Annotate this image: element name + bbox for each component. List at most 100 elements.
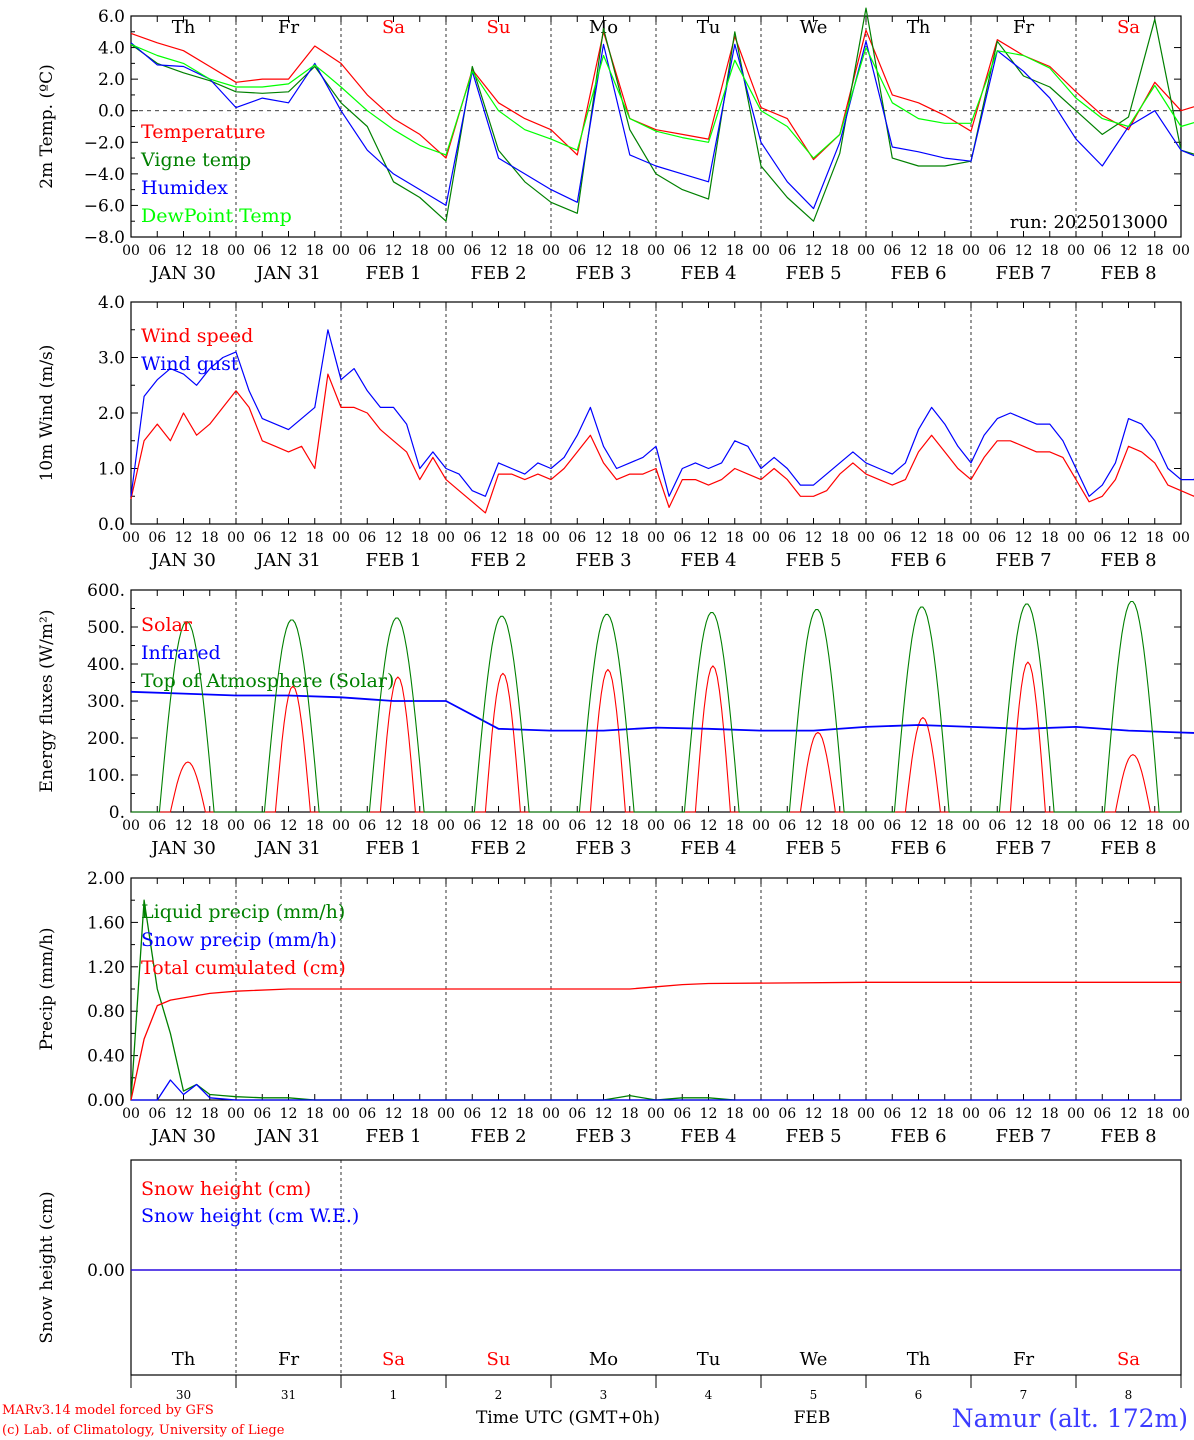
x-tick-label: 00 xyxy=(542,1106,560,1122)
x-tick-label: 06 xyxy=(148,243,166,259)
x-tick-label: 06 xyxy=(1093,243,1111,259)
x-tick-label: 18 xyxy=(516,1106,534,1122)
date-label: FEB 8 xyxy=(1100,263,1156,284)
y-tick-label: 400. xyxy=(87,655,125,675)
date-label: FEB 2 xyxy=(470,263,526,284)
date-label: JAN 30 xyxy=(149,550,216,571)
date-label: FEB 4 xyxy=(680,1126,736,1147)
date-label: FEB 2 xyxy=(470,1126,526,1147)
x-tick-label: 18 xyxy=(201,530,219,546)
x-tick-label: 12 xyxy=(280,818,298,834)
y-tick-label: −8.0 xyxy=(84,228,125,248)
x-tick-label: 00 xyxy=(332,243,350,259)
date-label: FEB 3 xyxy=(575,263,631,284)
day-name-label: Su xyxy=(487,1349,511,1370)
day-number-label: 4 xyxy=(705,1388,713,1402)
day-name-label: Th xyxy=(172,1349,196,1370)
day-name-label: We xyxy=(800,17,828,38)
x-tick-label: 18 xyxy=(201,1106,219,1122)
x-tick-label: 12 xyxy=(910,818,928,834)
x-tick-label: 00 xyxy=(857,818,875,834)
snow-height-panel: 0.00 Snow height (cm) Snow height (cm) Snow… xyxy=(37,1159,1182,1402)
x-tick-label: 12 xyxy=(280,530,298,546)
date-label: FEB 1 xyxy=(365,263,421,284)
x-tick-label: 12 xyxy=(910,530,928,546)
run-label: run: 2025013000 xyxy=(1010,212,1168,233)
legend-entry: Top of Atmosphere (Solar) xyxy=(141,670,394,692)
legend-entry: Solar xyxy=(141,614,193,636)
x-tick-label: 12 xyxy=(385,1106,403,1122)
day-name-label: Tu xyxy=(697,1349,721,1370)
x-tick-label: 18 xyxy=(411,243,429,259)
x-tick-label: 06 xyxy=(883,818,901,834)
x-tick-label: 06 xyxy=(148,530,166,546)
day-name-label: Fr xyxy=(1013,17,1034,38)
x-tick-label: 06 xyxy=(463,243,481,259)
x-tick-label: 12 xyxy=(595,530,613,546)
date-label: FEB 6 xyxy=(890,1126,946,1147)
date-label: JAN 31 xyxy=(254,1126,321,1147)
x-tick-label: 12 xyxy=(280,1106,298,1122)
x-tick-label: 18 xyxy=(1146,1106,1164,1122)
day-name-label: Mo xyxy=(589,17,618,38)
x-tick-label: 00 xyxy=(1172,818,1190,834)
day-name-label: Th xyxy=(172,17,196,38)
x-tick-label: 00 xyxy=(857,1106,875,1122)
series-line-wind-speed xyxy=(130,373,1194,514)
x-tick-label: 12 xyxy=(910,243,928,259)
day-number-label: 3 xyxy=(600,1388,608,1402)
month-label: FEB xyxy=(794,1408,831,1428)
y-axis-label: 2m Temp. (ºC) xyxy=(37,64,57,189)
x-tick-label: 00 xyxy=(962,243,980,259)
x-tick-label: 18 xyxy=(516,530,534,546)
x-tick-label: 06 xyxy=(1093,530,1111,546)
x-tick-label: 00 xyxy=(857,243,875,259)
y-tick-label: 0.0 xyxy=(98,515,125,535)
y-tick-label: 0. xyxy=(109,803,125,823)
x-tick-label: 00 xyxy=(122,243,140,259)
x-tick-label: 12 xyxy=(1120,243,1138,259)
x-tick-label: 00 xyxy=(437,243,455,259)
date-label: JAN 31 xyxy=(254,550,321,571)
time-axis-label: Time UTC (GMT+0h) xyxy=(476,1408,660,1428)
x-tick-label: 18 xyxy=(936,1106,954,1122)
day-name-label: Sa xyxy=(382,1349,405,1370)
date-label: FEB 7 xyxy=(995,550,1051,571)
y-tick-label: −2.0 xyxy=(84,133,125,153)
x-tick-label: 00 xyxy=(227,243,245,259)
x-tick-label: 06 xyxy=(463,1106,481,1122)
series-line-temperature xyxy=(130,29,1194,161)
date-label: FEB 7 xyxy=(995,1126,1051,1147)
x-tick-label: 18 xyxy=(726,530,744,546)
y-tick-label: 4.0 xyxy=(98,293,125,313)
y-tick-label: 2.0 xyxy=(98,70,125,90)
x-tick-label: 12 xyxy=(385,243,403,259)
day-name-label: Su xyxy=(487,17,511,38)
x-tick-label: 06 xyxy=(463,530,481,546)
x-tick-label: 12 xyxy=(175,1106,193,1122)
x-tick-label: 06 xyxy=(568,530,586,546)
x-tick-label: 18 xyxy=(1146,530,1164,546)
y-tick-label: 0.0 xyxy=(98,102,125,122)
day-name-label: Th xyxy=(907,17,931,38)
y-tick-label: −6.0 xyxy=(84,196,125,216)
date-label: FEB 5 xyxy=(785,838,841,859)
y-tick-label: 1.20 xyxy=(87,958,125,978)
x-tick-label: 12 xyxy=(1120,1106,1138,1122)
wind-panel: 4.0 3.0 2.0 1.0 0.0 10m Wind (m/s) 00 06 12 18 00 0… xyxy=(37,293,1194,571)
y-tick-label: 1.60 xyxy=(87,913,125,933)
x-tick-label: 00 xyxy=(962,818,980,834)
x-tick-label: 18 xyxy=(306,818,324,834)
x-tick-label: 18 xyxy=(1146,818,1164,834)
x-tick-label: 18 xyxy=(411,1106,429,1122)
x-tick-label: 18 xyxy=(1146,243,1164,259)
x-tick-label: 00 xyxy=(1067,243,1085,259)
x-tick-label: 12 xyxy=(700,818,718,834)
x-tick-label: 12 xyxy=(1120,818,1138,834)
day-number-label: 6 xyxy=(915,1388,923,1402)
legend-entry: Snow precip (mm/h) xyxy=(141,929,337,951)
date-label: FEB 3 xyxy=(575,550,631,571)
y-tick-label: 0.80 xyxy=(87,1002,125,1022)
x-tick-label: 06 xyxy=(778,530,796,546)
y-tick-label: 0.00 xyxy=(87,1261,125,1281)
